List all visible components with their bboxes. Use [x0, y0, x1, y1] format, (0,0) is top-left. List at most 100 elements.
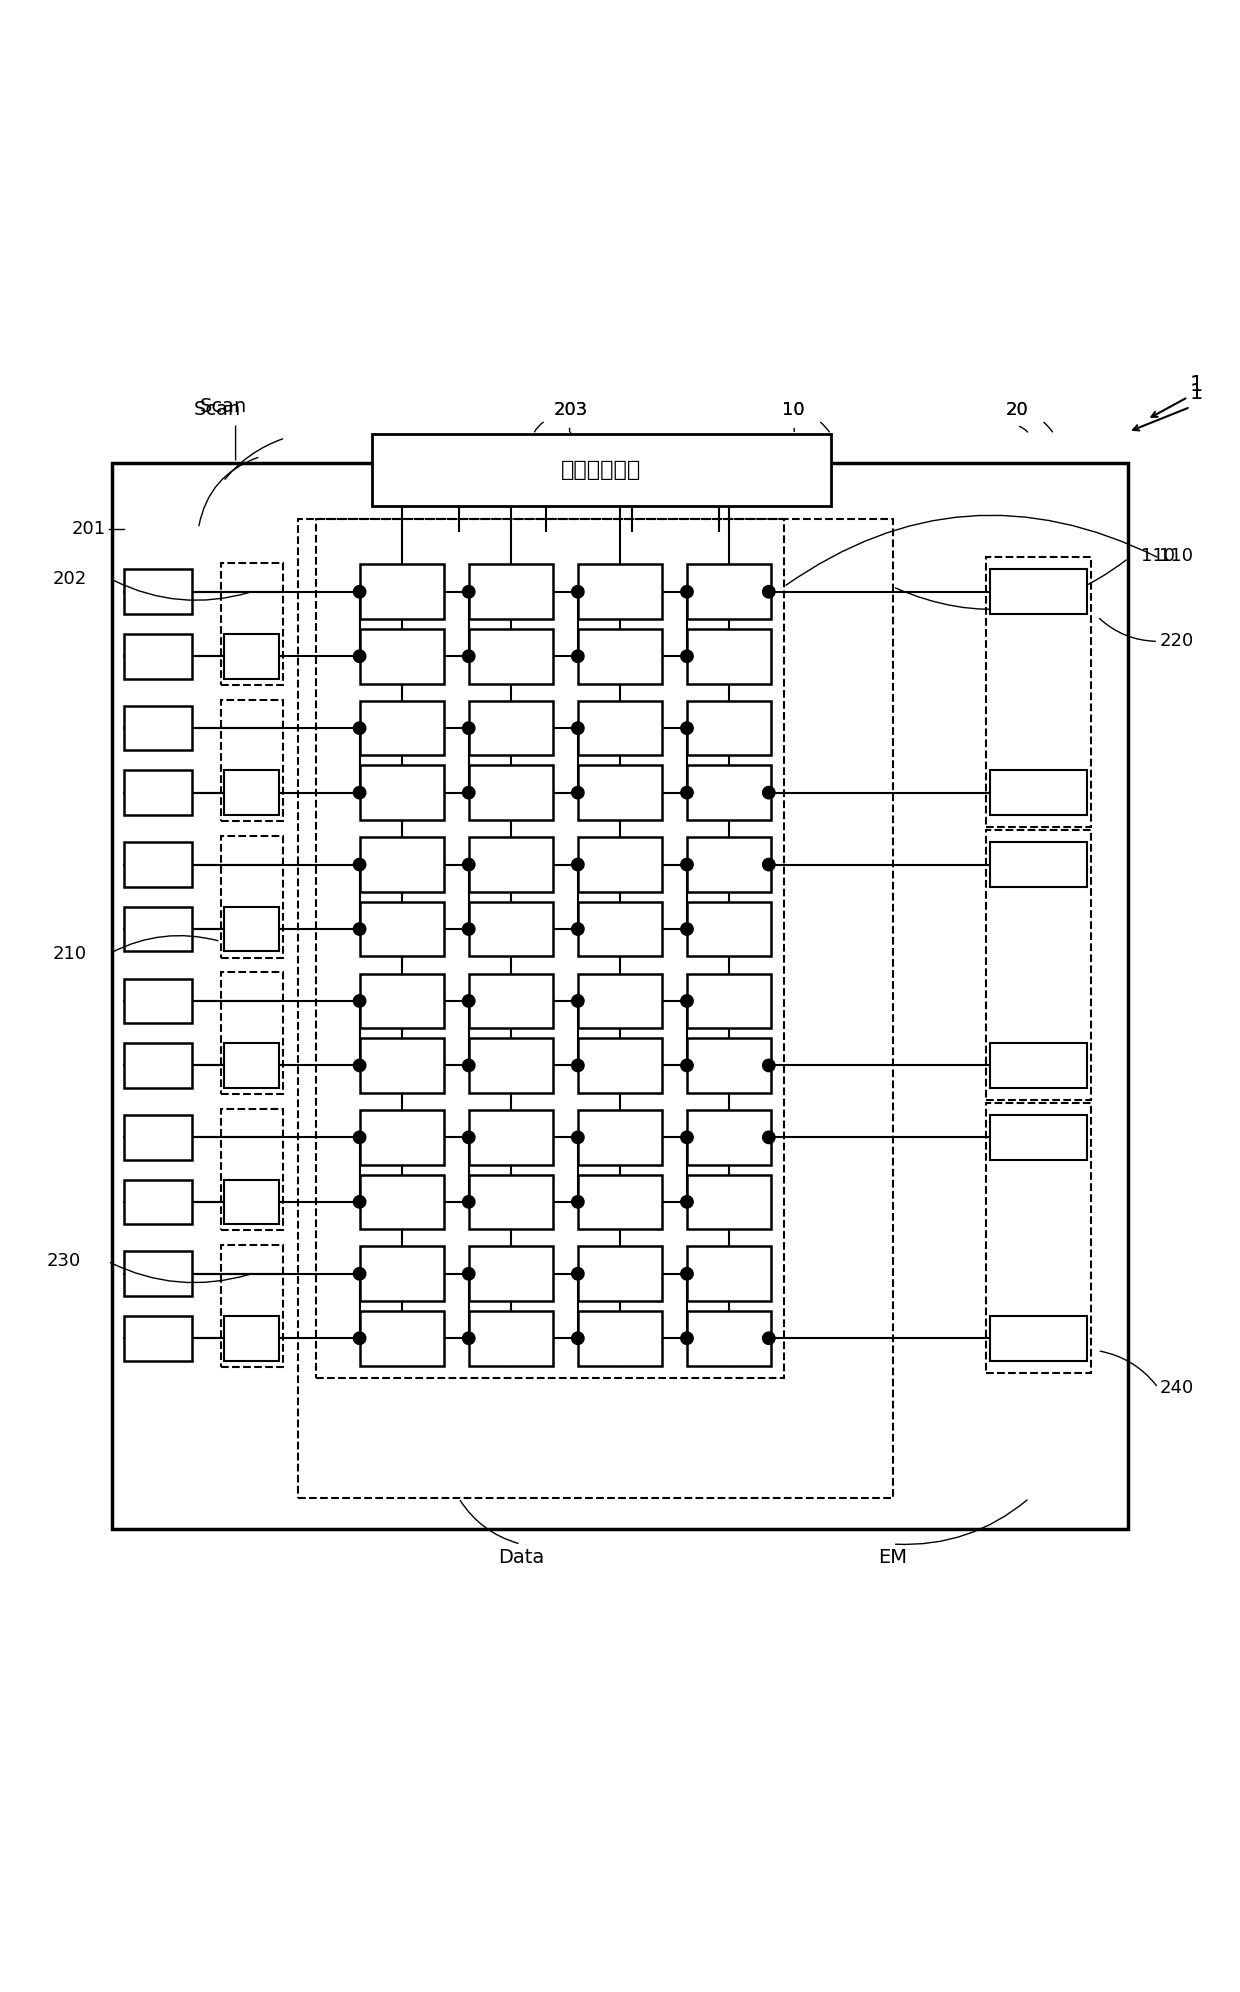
FancyBboxPatch shape — [990, 843, 1087, 886]
FancyBboxPatch shape — [578, 837, 662, 892]
Circle shape — [681, 649, 693, 663]
Text: 203: 203 — [553, 402, 588, 420]
Circle shape — [763, 787, 775, 799]
Circle shape — [681, 1060, 693, 1072]
FancyBboxPatch shape — [372, 434, 831, 506]
FancyBboxPatch shape — [578, 1175, 662, 1229]
FancyBboxPatch shape — [687, 1038, 771, 1094]
Text: EM: EM — [878, 1548, 908, 1568]
Circle shape — [353, 922, 366, 934]
Circle shape — [463, 922, 475, 934]
FancyBboxPatch shape — [224, 1179, 279, 1225]
FancyBboxPatch shape — [469, 1038, 553, 1094]
FancyBboxPatch shape — [469, 1175, 553, 1229]
FancyBboxPatch shape — [124, 1251, 192, 1297]
FancyBboxPatch shape — [469, 765, 553, 821]
FancyBboxPatch shape — [687, 1175, 771, 1229]
FancyBboxPatch shape — [687, 564, 771, 620]
FancyBboxPatch shape — [687, 837, 771, 892]
Circle shape — [572, 586, 584, 598]
Text: 1: 1 — [1190, 382, 1203, 402]
Circle shape — [353, 1333, 366, 1345]
Text: 240: 240 — [1159, 1378, 1194, 1396]
Circle shape — [353, 859, 366, 871]
FancyBboxPatch shape — [360, 1311, 444, 1367]
Text: 201: 201 — [71, 520, 105, 538]
FancyBboxPatch shape — [687, 701, 771, 755]
Circle shape — [681, 721, 693, 735]
Circle shape — [463, 859, 475, 871]
FancyBboxPatch shape — [124, 570, 192, 614]
FancyBboxPatch shape — [469, 564, 553, 620]
FancyBboxPatch shape — [578, 1038, 662, 1094]
Circle shape — [681, 994, 693, 1008]
Text: 110: 110 — [1159, 546, 1193, 566]
FancyBboxPatch shape — [687, 902, 771, 956]
Circle shape — [463, 994, 475, 1008]
FancyBboxPatch shape — [687, 629, 771, 683]
Circle shape — [572, 1060, 584, 1072]
Circle shape — [353, 1060, 366, 1072]
Text: 20: 20 — [1006, 402, 1028, 420]
Circle shape — [572, 787, 584, 799]
FancyBboxPatch shape — [124, 978, 192, 1024]
Circle shape — [353, 586, 366, 598]
Circle shape — [353, 994, 366, 1008]
FancyBboxPatch shape — [360, 564, 444, 620]
FancyBboxPatch shape — [578, 1110, 662, 1165]
FancyBboxPatch shape — [360, 765, 444, 821]
FancyBboxPatch shape — [578, 1311, 662, 1367]
Text: 230: 230 — [46, 1253, 81, 1271]
FancyBboxPatch shape — [360, 1175, 444, 1229]
Circle shape — [463, 1333, 475, 1345]
FancyBboxPatch shape — [578, 1247, 662, 1301]
Circle shape — [353, 1131, 366, 1143]
FancyBboxPatch shape — [124, 633, 192, 679]
Circle shape — [353, 721, 366, 735]
Text: 10: 10 — [782, 402, 805, 420]
Circle shape — [353, 649, 366, 663]
Circle shape — [763, 1060, 775, 1072]
FancyBboxPatch shape — [124, 1317, 192, 1361]
FancyBboxPatch shape — [124, 906, 192, 952]
Circle shape — [463, 649, 475, 663]
Circle shape — [353, 1267, 366, 1281]
FancyBboxPatch shape — [990, 1317, 1087, 1361]
Circle shape — [463, 1195, 475, 1207]
FancyBboxPatch shape — [360, 1038, 444, 1094]
FancyBboxPatch shape — [469, 902, 553, 956]
Text: 110: 110 — [1141, 546, 1174, 566]
Circle shape — [572, 859, 584, 871]
Text: 10: 10 — [782, 402, 805, 420]
FancyBboxPatch shape — [469, 974, 553, 1028]
Text: 210: 210 — [52, 944, 87, 962]
Circle shape — [463, 1267, 475, 1281]
FancyBboxPatch shape — [224, 1317, 279, 1361]
FancyBboxPatch shape — [124, 1116, 192, 1159]
FancyBboxPatch shape — [469, 1247, 553, 1301]
FancyBboxPatch shape — [469, 629, 553, 683]
Circle shape — [572, 922, 584, 934]
Circle shape — [681, 922, 693, 934]
Text: 20: 20 — [1006, 402, 1028, 420]
Circle shape — [572, 1267, 584, 1281]
FancyBboxPatch shape — [687, 1110, 771, 1165]
Circle shape — [463, 1060, 475, 1072]
FancyBboxPatch shape — [578, 765, 662, 821]
Circle shape — [681, 1195, 693, 1207]
FancyBboxPatch shape — [990, 570, 1087, 614]
FancyBboxPatch shape — [578, 629, 662, 683]
Circle shape — [572, 1333, 584, 1345]
Circle shape — [463, 586, 475, 598]
Text: 220: 220 — [1159, 631, 1194, 649]
FancyBboxPatch shape — [469, 837, 553, 892]
FancyBboxPatch shape — [360, 1247, 444, 1301]
FancyBboxPatch shape — [578, 564, 662, 620]
Text: 数据驱动电路: 数据驱动电路 — [562, 460, 641, 480]
FancyBboxPatch shape — [578, 701, 662, 755]
Circle shape — [572, 994, 584, 1008]
FancyBboxPatch shape — [990, 771, 1087, 815]
Circle shape — [572, 1195, 584, 1207]
FancyBboxPatch shape — [687, 1311, 771, 1367]
FancyBboxPatch shape — [578, 902, 662, 956]
